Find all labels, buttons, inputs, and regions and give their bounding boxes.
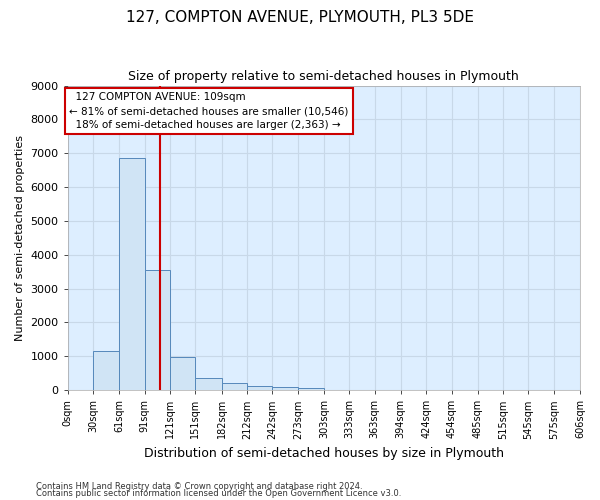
Y-axis label: Number of semi-detached properties: Number of semi-detached properties [15, 135, 25, 341]
Bar [247, 386, 272, 390]
Bar [170, 357, 196, 390]
Text: Contains HM Land Registry data © Crown copyright and database right 2024.: Contains HM Land Registry data © Crown c… [36, 482, 362, 491]
Text: 127 COMPTON AVENUE: 109sqm  
← 81% of semi-detached houses are smaller (10,546)
: 127 COMPTON AVENUE: 109sqm ← 81% of semi… [70, 92, 349, 130]
Bar [93, 351, 119, 390]
Bar [196, 378, 221, 390]
Bar [145, 270, 170, 390]
Bar [119, 158, 145, 390]
Bar [298, 388, 324, 390]
X-axis label: Distribution of semi-detached houses by size in Plymouth: Distribution of semi-detached houses by … [144, 447, 504, 460]
Text: Contains public sector information licensed under the Open Government Licence v3: Contains public sector information licen… [36, 490, 401, 498]
Bar [272, 387, 298, 390]
Title: Size of property relative to semi-detached houses in Plymouth: Size of property relative to semi-detach… [128, 70, 519, 83]
Text: 127, COMPTON AVENUE, PLYMOUTH, PL3 5DE: 127, COMPTON AVENUE, PLYMOUTH, PL3 5DE [126, 10, 474, 25]
Bar [221, 384, 247, 390]
